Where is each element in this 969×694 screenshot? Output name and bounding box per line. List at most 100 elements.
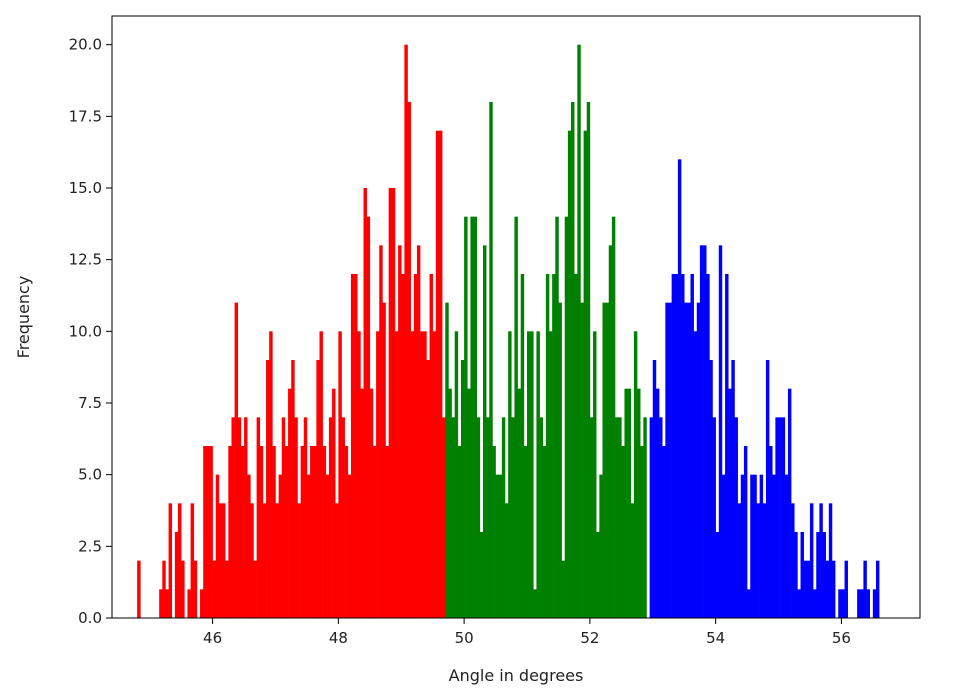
- histogram-bar: [253, 560, 257, 618]
- x-tick-label: 48: [329, 629, 348, 647]
- histogram-bar: [747, 589, 751, 618]
- histogram-bar: [159, 589, 163, 618]
- y-tick-label: 5.0: [78, 466, 102, 484]
- histogram-bar: [866, 589, 870, 618]
- y-tick-label: 2.5: [78, 537, 102, 555]
- histogram-bar: [822, 532, 826, 618]
- histogram-bar: [354, 274, 358, 618]
- histogram-bar: [174, 532, 179, 618]
- histogram-bar: [328, 417, 333, 618]
- histogram-bar: [775, 417, 779, 618]
- histogram-bar: [530, 331, 534, 618]
- histogram-bar: [561, 560, 566, 618]
- histogram-bar: [391, 188, 396, 618]
- histogram-bar: [445, 302, 449, 618]
- histogram-bar: [432, 331, 437, 618]
- histogram-bar: [423, 331, 427, 618]
- histogram-bar: [420, 331, 424, 618]
- histogram-bar: [665, 302, 669, 618]
- histogram-bar: [605, 302, 610, 618]
- histogram-bar: [410, 331, 415, 618]
- histogram-bar: [762, 503, 767, 618]
- histogram-bar: [756, 503, 760, 618]
- histogram-bar: [769, 446, 773, 618]
- histogram-bar: [413, 274, 418, 618]
- histogram-bar: [533, 589, 537, 618]
- histogram-bar: [662, 446, 666, 618]
- histogram-bar: [778, 417, 782, 618]
- histogram-bar: [608, 245, 613, 618]
- histogram-bar: [684, 302, 688, 618]
- histogram-bar: [542, 446, 547, 618]
- histogram-bar: [398, 245, 402, 618]
- histogram-bar: [571, 102, 575, 618]
- y-tick-label: 10.0: [69, 322, 102, 340]
- histogram-bar: [470, 216, 474, 619]
- histogram-bar: [875, 560, 880, 618]
- histogram-bar: [772, 474, 776, 618]
- histogram-bar: [357, 331, 361, 618]
- histogram-bar: [577, 44, 581, 619]
- histogram-bar: [828, 503, 833, 618]
- histogram-bar: [385, 446, 389, 618]
- histogram-bar: [630, 503, 635, 618]
- histogram-bar: [231, 417, 235, 618]
- histogram-bar: [555, 216, 559, 619]
- histogram-bar: [781, 417, 786, 618]
- histogram-bar: [256, 417, 261, 618]
- histogram-bar: [520, 274, 525, 618]
- histogram-bar: [586, 102, 591, 618]
- x-axis-ticks: 46 48 50 52 54 56: [203, 618, 851, 647]
- histogram-bar: [467, 388, 471, 618]
- histogram-bar: [567, 130, 572, 619]
- histogram-bar: [482, 245, 487, 618]
- x-tick-label: 50: [455, 629, 474, 647]
- histogram-bar: [809, 503, 814, 618]
- histogram-bar: [360, 388, 364, 618]
- histogram-bar: [508, 331, 512, 618]
- histogram-bar: [300, 446, 305, 618]
- histogram-bar: [696, 302, 701, 618]
- histogram-bar: [347, 474, 352, 618]
- histogram-bar: [621, 446, 625, 618]
- histogram-bar: [181, 560, 185, 618]
- histogram-bar: [454, 331, 459, 618]
- histogram-bar: [319, 331, 323, 618]
- histogram-bar: [668, 302, 672, 618]
- histogram-bar: [599, 474, 603, 618]
- histogram-bar: [709, 360, 713, 618]
- histogram-bar: [426, 360, 430, 618]
- y-tick-label: 15.0: [69, 179, 102, 197]
- histogram-bar: [344, 446, 349, 618]
- histogram-bar: [706, 274, 710, 618]
- histogram-bar: [734, 417, 738, 618]
- histogram-bar: [671, 274, 676, 618]
- histogram-bar: [615, 417, 619, 618]
- x-tick-label: 46: [203, 629, 222, 647]
- histogram-bar: [498, 474, 503, 618]
- histogram-bar: [187, 589, 191, 618]
- histogram-bar: [473, 216, 477, 619]
- histogram-bar: [527, 331, 531, 618]
- histogram-bar: [369, 388, 374, 618]
- histogram-bar: [225, 560, 229, 618]
- histogram-bar: [266, 360, 270, 618]
- histogram-bar: [479, 532, 484, 618]
- histogram-bar: [552, 274, 556, 618]
- x-tick-label: 56: [832, 629, 851, 647]
- histogram-bar: [363, 188, 367, 618]
- histogram-bar: [303, 417, 308, 618]
- histogram-bar: [794, 532, 798, 618]
- histogram-bar: [215, 474, 220, 618]
- histogram-bar: [574, 274, 578, 618]
- histogram-bar: [457, 446, 462, 618]
- histogram-bar: [740, 474, 745, 618]
- histogram-bar: [731, 360, 735, 618]
- histogram-bar: [718, 245, 723, 618]
- histogram-bar: [244, 417, 248, 618]
- histogram-bar: [611, 216, 616, 619]
- histogram-bar: [297, 503, 301, 618]
- histogram-bar: [844, 560, 848, 618]
- histogram-bar: [416, 245, 421, 618]
- histogram-bar: [800, 532, 804, 618]
